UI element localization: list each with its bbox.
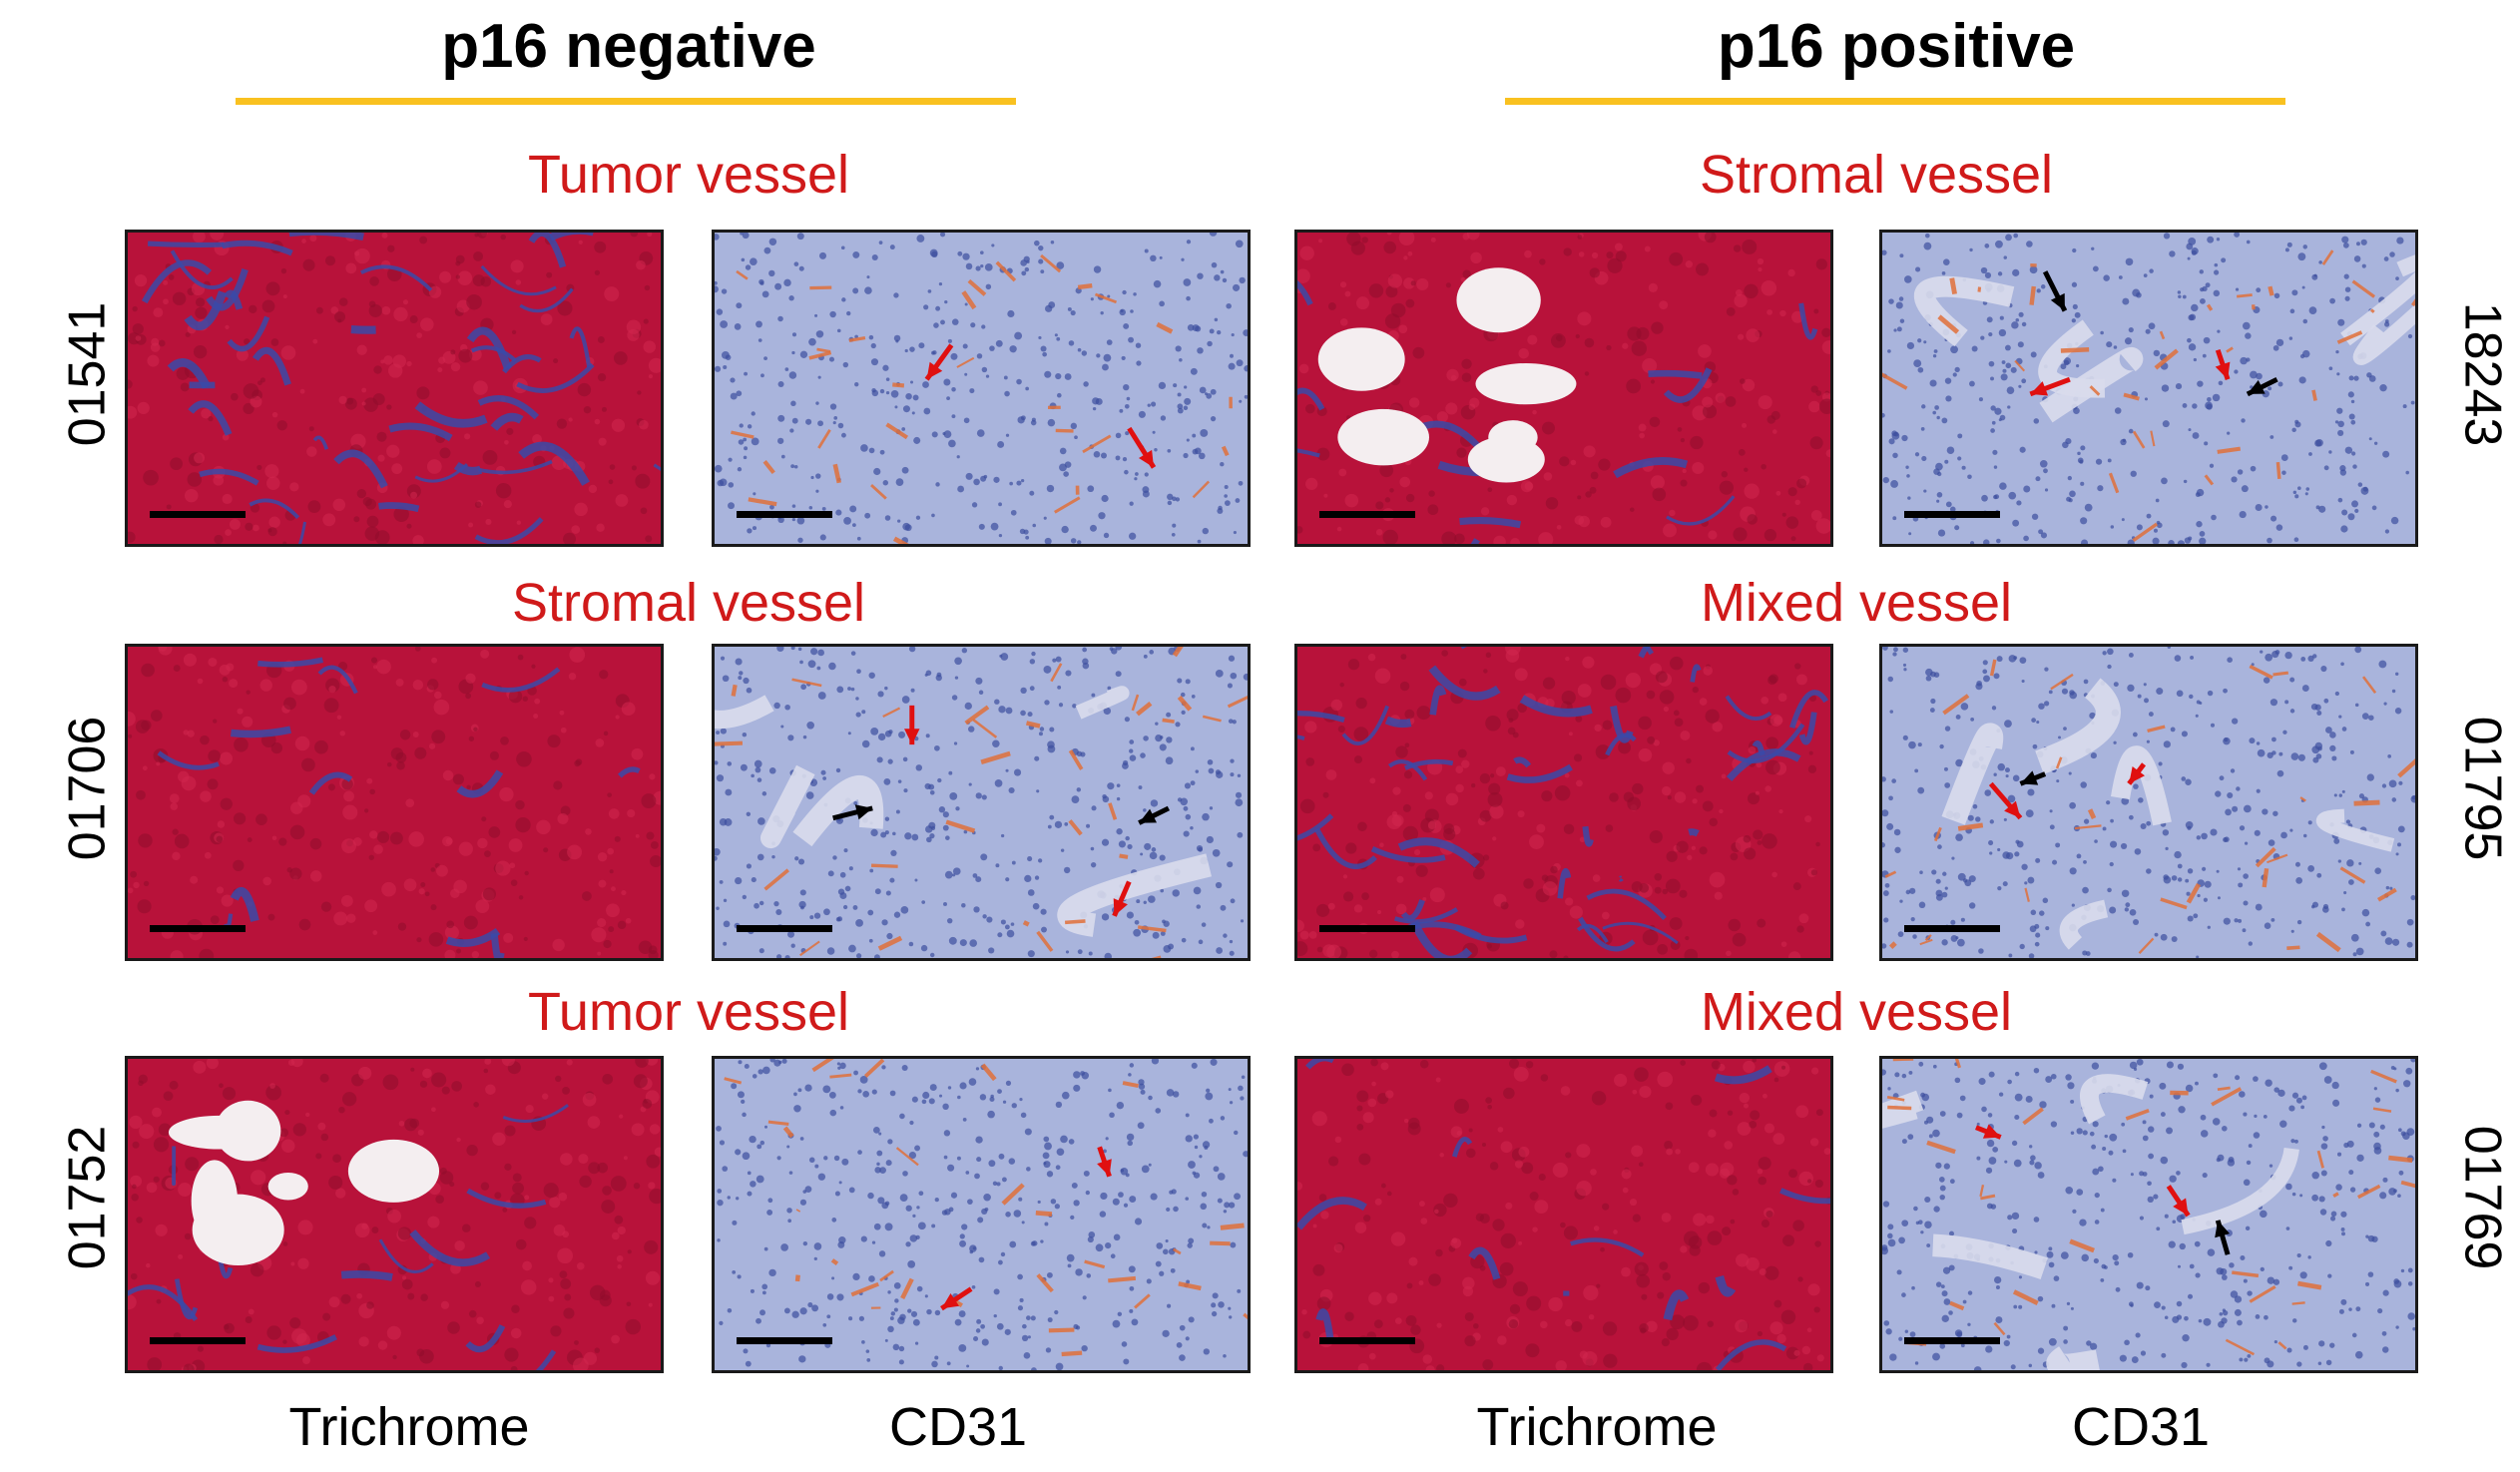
sample-id: 01706: [58, 716, 117, 861]
scale-bar: [1904, 511, 2000, 518]
condition-label: Stromal vessel: [511, 573, 866, 633]
trichrome-micrograph: [125, 644, 664, 961]
trichrome-micrograph: [1294, 644, 1833, 961]
group-underline-positive: [1505, 98, 2285, 105]
sample-id: 01769: [2453, 1125, 2512, 1270]
cd31-micrograph: [1879, 230, 2418, 547]
column-label-cd31: CD31: [2071, 1397, 2211, 1457]
group-title-p16-positive: p16 positive: [1717, 12, 2076, 81]
condition-label: Mixed vessel: [1700, 982, 2013, 1042]
sample-id: 18243: [2453, 301, 2512, 447]
scale-bar: [1904, 1337, 2000, 1344]
scale-bar: [1319, 925, 1415, 932]
cd31-micrograph: [1879, 644, 2418, 961]
trichrome-micrograph: [125, 230, 664, 547]
cd31-micrograph: [712, 644, 1251, 961]
trichrome-micrograph: [1294, 1056, 1833, 1373]
scale-bar: [150, 925, 246, 932]
condition-label: Tumor vessel: [527, 145, 850, 205]
scale-bar: [1904, 925, 2000, 932]
cd31-micrograph: [712, 230, 1251, 547]
scale-bar: [1319, 1337, 1415, 1344]
scale-bar: [150, 511, 246, 518]
scale-bar: [150, 1337, 246, 1344]
sample-id: 01795: [2453, 716, 2512, 861]
condition-label: Stromal vessel: [1699, 145, 2054, 205]
cd31-micrograph: [1879, 1056, 2418, 1373]
group-title-p16-negative: p16 negative: [441, 12, 816, 81]
scale-bar: [737, 1337, 832, 1344]
trichrome-micrograph: [1294, 230, 1833, 547]
scale-bar: [737, 925, 832, 932]
trichrome-micrograph: [125, 1056, 664, 1373]
sample-id: 01752: [58, 1125, 117, 1270]
column-label-cd31: CD31: [888, 1397, 1028, 1457]
condition-label: Mixed vessel: [1700, 573, 2013, 633]
column-label-trichrome: Trichrome: [1476, 1397, 1718, 1457]
scale-bar: [1319, 511, 1415, 518]
condition-label: Tumor vessel: [527, 982, 850, 1042]
cd31-micrograph: [712, 1056, 1251, 1373]
column-label-trichrome: Trichrome: [288, 1397, 530, 1457]
sample-id: 01541: [58, 301, 117, 447]
scale-bar: [737, 511, 832, 518]
group-underline-negative: [236, 98, 1016, 105]
